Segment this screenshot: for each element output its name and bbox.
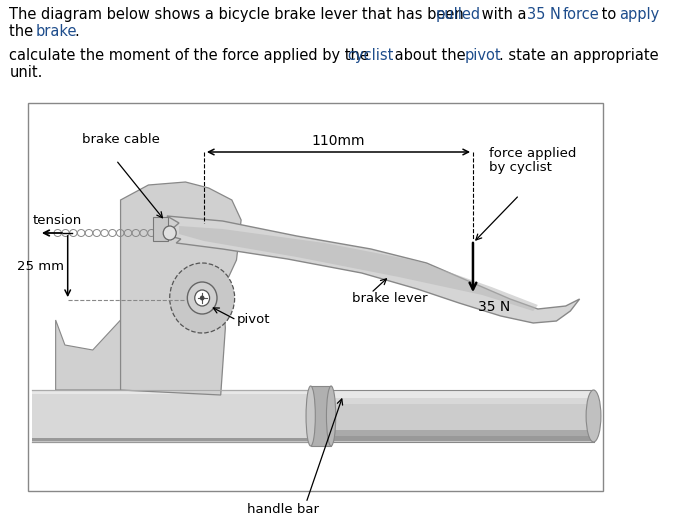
Text: about the: about the <box>390 48 471 63</box>
Text: brake lever: brake lever <box>352 293 428 305</box>
Polygon shape <box>120 182 241 395</box>
Text: 25 mm: 25 mm <box>17 260 64 273</box>
Bar <box>33 390 594 398</box>
Ellipse shape <box>586 390 601 442</box>
Bar <box>311 386 331 446</box>
Text: calculate the moment of the force applied by the: calculate the moment of the force applie… <box>10 48 374 63</box>
Text: cyclist: cyclist <box>347 48 394 63</box>
Text: tension: tension <box>33 215 82 227</box>
Circle shape <box>187 282 217 314</box>
Bar <box>28 103 602 491</box>
Circle shape <box>163 226 176 240</box>
Text: The diagram below shows a bicycle brake lever that has been: The diagram below shows a bicycle brake … <box>10 7 469 22</box>
Text: force: force <box>563 7 600 22</box>
Circle shape <box>200 295 205 301</box>
Text: apply: apply <box>619 7 660 22</box>
Bar <box>33 436 594 441</box>
Text: to: to <box>597 7 621 22</box>
Text: .: . <box>74 24 79 39</box>
Ellipse shape <box>306 386 316 446</box>
Text: handle bar: handle bar <box>247 503 319 516</box>
Bar <box>33 430 594 438</box>
Text: . state an appropriate: . state an appropriate <box>498 48 658 63</box>
Ellipse shape <box>326 386 336 446</box>
Text: pulled: pulled <box>435 7 480 22</box>
Text: force applied: force applied <box>489 147 576 160</box>
Bar <box>33 394 311 438</box>
Text: brake cable: brake cable <box>82 133 160 146</box>
Polygon shape <box>56 320 120 390</box>
Text: the: the <box>10 24 38 39</box>
Text: brake: brake <box>36 24 78 39</box>
Bar <box>33 390 594 442</box>
Bar <box>153 217 168 241</box>
Polygon shape <box>179 226 538 311</box>
Bar <box>33 398 594 404</box>
Text: 110mm: 110mm <box>311 134 365 148</box>
Circle shape <box>170 263 235 333</box>
Text: by cyclist: by cyclist <box>489 161 551 174</box>
Text: with a: with a <box>477 7 531 22</box>
Text: 35 N: 35 N <box>477 300 510 314</box>
Text: 35 N: 35 N <box>527 7 561 22</box>
Text: pivot: pivot <box>464 48 501 63</box>
Text: unit.: unit. <box>10 65 43 80</box>
Circle shape <box>194 290 209 306</box>
Text: pivot: pivot <box>237 313 270 327</box>
Polygon shape <box>167 216 579 323</box>
